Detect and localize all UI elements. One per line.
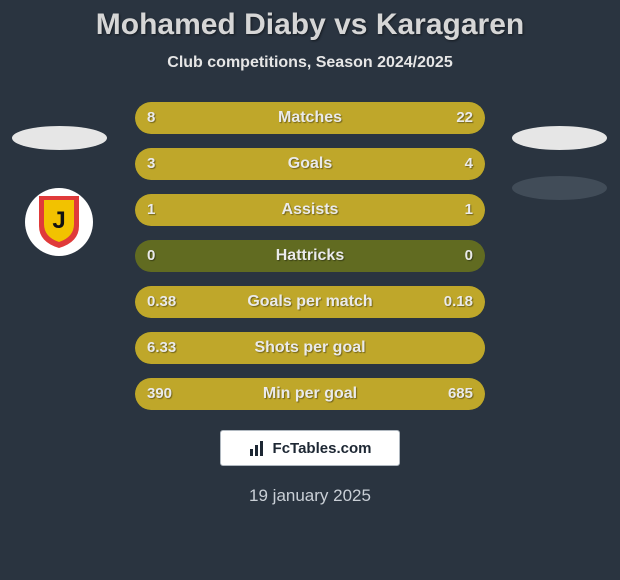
snapshot-date: 19 january 2025 [0,486,620,506]
bar-value-right: 22 [456,102,473,134]
bar-left-fill [135,332,485,364]
bar-right-fill [310,194,485,226]
bar-value-left: 390 [147,378,172,410]
chart-bars-icon [249,439,267,457]
bar-row: 0.380.18Goals per match [135,286,485,318]
bar-row: 34Goals [135,148,485,180]
bar-row: 0 0Hattricks [135,240,485,272]
fctables-badge: FcTables.com [220,430,400,466]
player-slot-mid-right [512,176,607,200]
bar-label: Hattricks [135,240,485,272]
player-slot-top-left [12,126,107,150]
bar-right-fill [286,148,486,180]
bar-left-fill [135,148,286,180]
bar-value-right: 0 [465,240,473,272]
bar-value-left: 3 [147,148,155,180]
bar-value-left: 8 [147,102,155,134]
bar-left-fill [135,194,310,226]
shield-icon: J [35,194,83,250]
bar-row: 6.33Shots per goal [135,332,485,364]
svg-text:J: J [52,207,65,234]
player-slot-top-right [512,126,607,150]
bar-value-left: 0.38 [147,286,176,318]
bar-value-left: 6.33 [147,332,176,364]
page-subtitle: Club competitions, Season 2024/2025 [0,54,620,72]
bar-row: 822Matches [135,102,485,134]
bar-value-right: 1 [465,194,473,226]
fctables-label: FcTables.com [273,440,372,457]
bar-value-left: 0 [147,240,155,272]
page-title: Mohamed Diaby vs Karagaren [0,0,620,42]
bar-value-left: 1 [147,194,155,226]
bar-row: 390685Min per goal [135,378,485,410]
bar-value-right: 0.18 [444,286,473,318]
bar-right-fill [230,102,486,134]
bar-value-right: 685 [448,378,473,410]
bar-row: 11Assists [135,194,485,226]
bar-value-right: 4 [465,148,473,180]
club-badge: J [25,188,93,256]
comparison-bars: 822Matches34Goals11Assists00Hattricks0.3… [135,102,485,410]
